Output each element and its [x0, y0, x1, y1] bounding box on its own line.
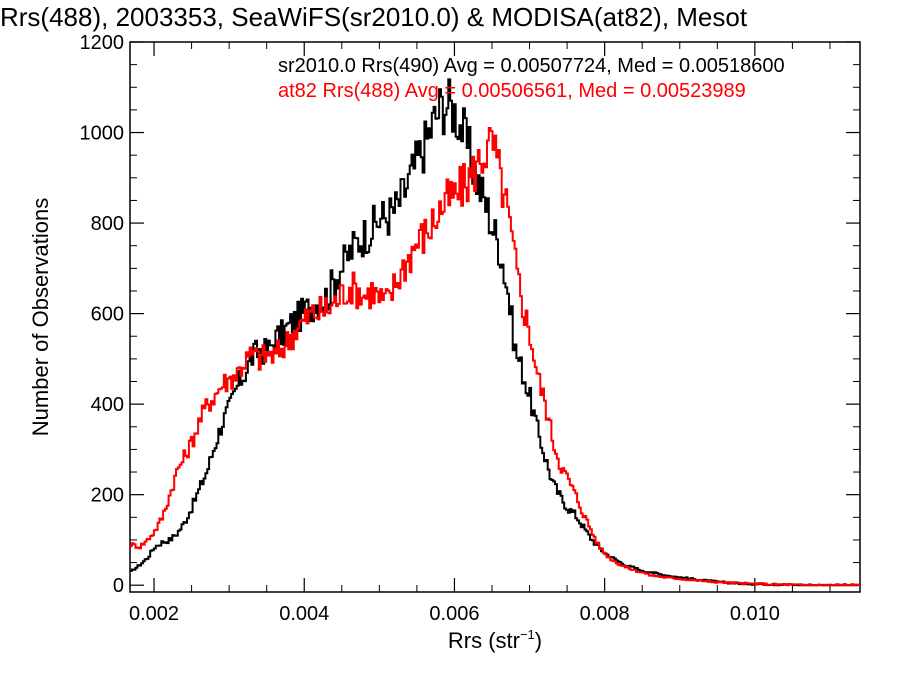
- x-axis-label-close: ): [535, 628, 542, 653]
- x-tick-label: 0.002: [129, 603, 179, 625]
- x-tick-label: 0.010: [730, 603, 780, 625]
- y-tick-label: 1000: [80, 123, 125, 145]
- legend-entry-1: sr2010.0 Rrs(490) Avg = 0.00507724, Med …: [278, 55, 785, 77]
- series-line-2: [130, 127, 860, 587]
- chart-title: Rrs(488), 2003353, SeaWiFS(sr2010.0) & M…: [0, 2, 748, 32]
- x-tick-label: 0.008: [580, 603, 630, 625]
- y-tick-label: 0: [113, 575, 124, 597]
- y-tick-label: 400: [91, 394, 124, 416]
- series-line-1: [130, 78, 860, 587]
- y-axis-label: Number of Observations: [28, 198, 53, 436]
- x-axis-label-main: Rrs (str: [448, 628, 520, 653]
- y-tick-label: 1200: [80, 32, 125, 54]
- x-axis-label: Rrs (str−1): [448, 627, 542, 653]
- x-tick-labels: 0.002 0.004 0.006 0.008 0.010: [129, 603, 780, 625]
- legend-entry-2: at82 Rrs(488) Avg = 0.00506561, Med = 0.…: [278, 80, 746, 102]
- x-tick-label: 0.006: [429, 603, 479, 625]
- y-tick-label: 800: [91, 213, 124, 235]
- data-series: [130, 78, 860, 587]
- x-axis-label-sup: −1: [520, 627, 535, 642]
- y-tick-label: 600: [91, 304, 124, 326]
- x-tick-label: 0.004: [279, 603, 329, 625]
- plot-frame: [129, 41, 861, 593]
- y-tick-labels: 0 200 400 600 800 1000 1200: [80, 32, 125, 597]
- axis-ticks: [130, 41, 860, 592]
- y-tick-label: 200: [91, 485, 124, 507]
